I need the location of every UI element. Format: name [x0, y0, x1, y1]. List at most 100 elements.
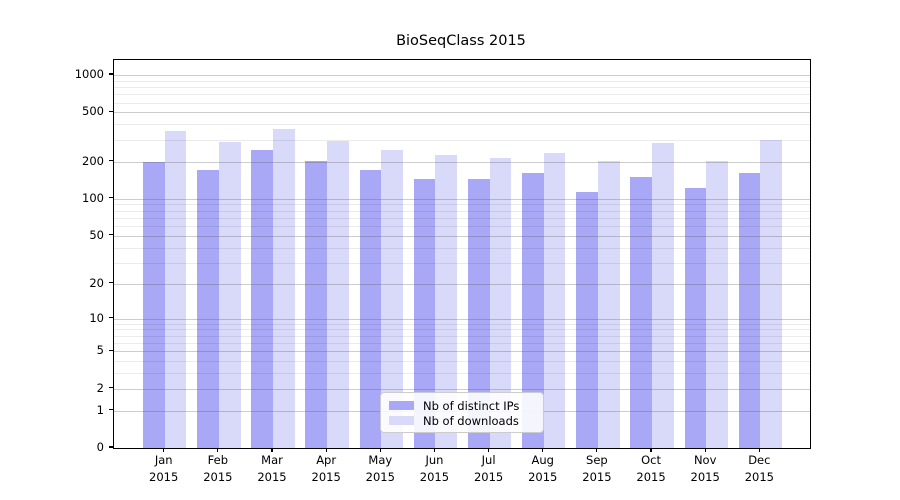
x-tick-year: 2015	[690, 469, 720, 484]
bar-nb-of-distinct-ips-feb-2015	[197, 170, 219, 448]
y-tick-mark-100	[109, 197, 113, 199]
y-tick-label-0: 0	[96, 440, 104, 454]
bar-nb-of-distinct-ips-oct-2015	[630, 177, 653, 448]
x-tick-mark-feb	[217, 448, 219, 453]
legend-item-distinct-ips: Nb of distinct IPs	[389, 398, 535, 413]
x-tick-year: 2015	[528, 469, 558, 484]
y-tick-label-5: 5	[96, 343, 104, 358]
y-tick-mark-2	[109, 387, 113, 389]
x-tick-mark-nov	[704, 448, 706, 453]
y-tick-mark-5	[109, 349, 113, 351]
y-tick-mark-0	[109, 446, 113, 448]
x-tick-year: 2015	[257, 469, 287, 484]
bar-nb-of-downloads-jan-2015	[164, 131, 187, 448]
y-tick-mark-10	[109, 316, 113, 319]
bar-nb-of-distinct-ips-aug-2015	[522, 173, 544, 448]
gridline-minor-400	[114, 124, 810, 126]
gridline-minor-800	[114, 87, 810, 89]
x-tick-label-jan: Jan 2015	[136, 452, 192, 485]
x-tick-label-jul: Jul 2015	[461, 452, 517, 485]
x-tick-label-oct: Oct 2015	[623, 452, 679, 485]
y-tick-mark-20	[109, 282, 113, 284]
x-tick-label-may: May 2015	[352, 452, 408, 485]
bar-nb-of-distinct-ips-mar-2015	[251, 149, 273, 448]
bar-nb-of-downloads-nov-2015	[706, 160, 728, 448]
legend-swatch-distinct-ips	[389, 401, 414, 410]
bar-nb-of-downloads-jul-2015	[489, 158, 512, 448]
x-tick-month: May	[368, 453, 393, 467]
bar-nb-of-downloads-oct-2015	[652, 142, 674, 448]
bar-nb-of-distinct-ips-sep-2015	[576, 192, 598, 448]
x-tick-month: Dec	[748, 453, 771, 467]
gridline-minor-700	[114, 94, 810, 96]
bar-nb-of-distinct-ips-apr-2015	[305, 161, 328, 448]
x-tick-year: 2015	[311, 469, 341, 484]
y-tick-label-1: 1	[96, 402, 104, 417]
x-tick-label-dec: Dec 2015	[731, 452, 787, 485]
y-tick-label-50: 50	[89, 227, 104, 242]
x-tick-month: Sep	[586, 453, 608, 467]
x-tick-label-aug: Aug 2015	[515, 452, 571, 485]
x-tick-year: 2015	[365, 469, 395, 484]
x-tick-month: Nov	[693, 453, 717, 467]
x-tick-month: Jun	[425, 453, 444, 467]
bar-nb-of-downloads-may-2015	[381, 150, 403, 448]
bar-nb-of-distinct-ips-jul-2015	[467, 178, 490, 448]
y-tick-label-1000: 1000	[74, 67, 104, 82]
x-tick-month: Mar	[261, 453, 283, 467]
y-tick-mark-200	[109, 160, 113, 162]
bar-nb-of-distinct-ips-dec-2015	[738, 172, 761, 448]
x-tick-label-mar: Mar 2015	[244, 452, 300, 485]
x-tick-mark-jan	[163, 448, 165, 453]
x-tick-year: 2015	[744, 469, 774, 484]
bar-nb-of-distinct-ips-jan-2015	[143, 162, 165, 448]
x-tick-year: 2015	[582, 469, 612, 484]
bar-nb-of-distinct-ips-nov-2015	[684, 188, 707, 448]
bar-nb-of-downloads-dec-2015	[760, 139, 783, 448]
bar-nb-of-downloads-jun-2015	[435, 155, 458, 448]
bar-nb-of-downloads-feb-2015	[218, 142, 241, 448]
legend: Nb of distinct IPs Nb of downloads	[380, 392, 544, 433]
plot-area	[113, 59, 811, 449]
bar-nb-of-downloads-mar-2015	[273, 128, 295, 448]
x-tick-month: Jan	[154, 453, 173, 467]
x-tick-label-nov: Nov 2015	[677, 452, 733, 485]
x-tick-year: 2015	[419, 469, 450, 484]
y-tick-label-500: 500	[82, 104, 104, 119]
x-tick-year: 2015	[636, 469, 666, 484]
bar-nb-of-downloads-apr-2015	[327, 141, 349, 448]
x-tick-month: Feb	[207, 453, 229, 467]
x-tick-label-sep: Sep 2015	[569, 452, 625, 485]
gridline-minor-900	[114, 80, 810, 82]
x-tick-mark-dec	[758, 448, 760, 453]
legend-label-distinct-ips: Nb of distinct IPs	[423, 398, 520, 413]
bar-nb-of-distinct-ips-may-2015	[359, 170, 382, 448]
y-tick-label-20: 20	[89, 275, 104, 290]
x-tick-year: 2015	[203, 469, 233, 484]
x-tick-mark-sep	[596, 448, 598, 453]
x-tick-month: Apr	[316, 453, 337, 467]
y-tick-label-2: 2	[96, 380, 104, 395]
legend-swatch-downloads	[389, 416, 414, 425]
x-tick-year: 2015	[149, 469, 179, 484]
bar-nb-of-downloads-sep-2015	[597, 160, 620, 448]
x-tick-mark-jul	[488, 448, 490, 453]
x-tick-label-apr: Apr 2015	[298, 452, 354, 485]
legend-label-downloads: Nb of downloads	[423, 413, 519, 428]
x-tick-year: 2015	[473, 469, 504, 484]
y-tick-label-100: 100	[82, 190, 104, 205]
bar-nb-of-downloads-aug-2015	[543, 152, 566, 448]
y-tick-label-10: 10	[89, 310, 104, 325]
gridline-minor-600	[114, 102, 810, 104]
x-tick-label-jun: Jun 2015	[406, 452, 462, 485]
x-tick-mark-apr	[325, 448, 327, 453]
x-tick-mark-mar	[271, 448, 273, 453]
x-tick-mark-oct	[650, 448, 652, 453]
x-tick-month: Jul	[481, 453, 496, 467]
x-tick-month: Oct	[641, 453, 661, 467]
x-tick-month: Aug	[531, 453, 554, 467]
x-tick-mark-aug	[542, 448, 544, 453]
x-tick-label-feb: Feb 2015	[190, 452, 246, 485]
gridline-minor-300	[114, 139, 810, 141]
